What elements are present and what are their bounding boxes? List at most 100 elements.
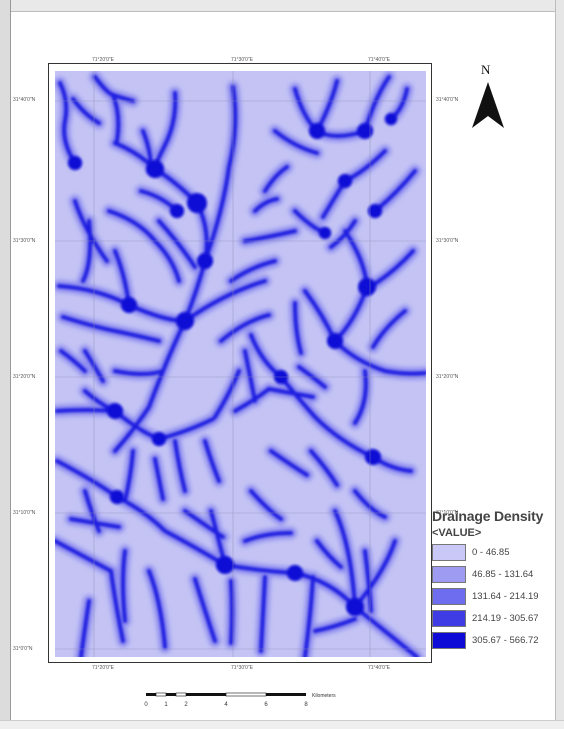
junction-layer: [68, 113, 397, 616]
scale-tick-8: 8: [304, 702, 308, 708]
stream-channel-46: [333, 509, 357, 609]
stream-channel-50: [313, 617, 357, 633]
stream-channel-33: [121, 549, 127, 623]
top-coord-3: 71°40'0"E: [368, 57, 390, 63]
stream-channel-81: [83, 349, 105, 383]
high-density-junction-21: [368, 204, 382, 218]
stream-channel-25: [203, 439, 221, 483]
high-density-junction-22: [319, 227, 331, 239]
stream-channel-82: [59, 349, 87, 373]
stream-channel-43: [259, 575, 267, 653]
high-density-junction-1: [187, 193, 207, 213]
high-density-junction-7: [287, 565, 303, 581]
high-density-junction-11: [338, 174, 352, 188]
stream-channel-8: [183, 85, 238, 323]
stream-channel-15: [61, 315, 161, 343]
stream-channel-67: [267, 387, 315, 399]
left-coord-1: 31°40'0"N: [13, 97, 36, 103]
window-top-edge: [0, 0, 564, 12]
stream-channel-27: [123, 449, 135, 503]
high-density-junction-13: [327, 333, 343, 349]
high-density-junction-17: [68, 156, 82, 170]
high-density-junction-18: [121, 297, 137, 313]
stream-channel-65: [333, 339, 426, 376]
north-arrow-icon: [472, 82, 504, 128]
scale-bar: 0 1 2 4 6 8 Kilometers: [144, 692, 336, 708]
stream-channel-37: [223, 563, 419, 657]
stream-channel-44: [193, 577, 217, 643]
legend-swatch-4: [432, 610, 466, 627]
drainage-density-map: [55, 71, 426, 657]
legend: Drainage Density <VALUE> 0 - 46.85 46.85…: [432, 508, 564, 649]
legend-class-2: 46.85 - 131.64: [432, 566, 564, 583]
scale-tick-4: 4: [224, 702, 228, 708]
stream-channel-13: [73, 199, 109, 263]
stream-channel-75: [269, 449, 309, 477]
stream-channel-74: [353, 369, 368, 425]
legend-title: Drainage Density: [432, 508, 544, 524]
stream-channel-24: [233, 387, 271, 413]
high-density-junction-2: [176, 312, 194, 330]
legend-class-1: 0 - 46.85: [432, 544, 564, 561]
left-coord-3: 31°20'0"N: [13, 374, 36, 380]
high-density-junction-6: [216, 556, 234, 574]
legend-class-4: 214.19 - 305.67: [432, 610, 564, 627]
legend-label-1: 0 - 46.85: [472, 547, 510, 558]
stream-channel-26: [173, 439, 187, 493]
left-coord-4: 31°10'0"N: [13, 510, 36, 516]
stream-channel-45: [303, 575, 315, 657]
stream-channel-48: [363, 549, 373, 613]
stream-channel-23: [213, 369, 241, 419]
high-density-junction-16: [110, 490, 124, 504]
stream-channel-63: [371, 249, 415, 287]
stream-channel-42: [229, 579, 234, 645]
high-density-junction-9: [309, 123, 325, 139]
stream-channel-35: [109, 569, 125, 643]
stream-channel-72: [243, 349, 257, 403]
right-coord-2: 31°30'0"N: [436, 238, 459, 244]
scale-tick-0: 0: [144, 702, 148, 708]
right-coord-1: 31°40'0"N: [436, 97, 459, 103]
legend-class-3: 131.64 - 214.19: [432, 588, 564, 605]
stream-channel-64: [371, 309, 407, 349]
window-right-edge: [555, 0, 564, 729]
stream-channel-79: [253, 197, 279, 213]
legend-subtitle: <VALUE>: [432, 527, 482, 539]
high-density-junction-14: [365, 449, 381, 465]
stream-channel-1: [71, 97, 101, 125]
stream-channel-19: [113, 369, 165, 376]
stream-channel-18: [219, 313, 271, 343]
stream-channel-36: [79, 599, 91, 657]
window-left-edge: [0, 0, 11, 729]
scale-tick-2: 2: [184, 702, 188, 708]
bottom-coord-1: 71°20'0"E: [92, 665, 114, 671]
stream-channel-69: [309, 449, 339, 487]
stream-channel-34: [147, 569, 167, 649]
legend-label-3: 131.64 - 214.19: [472, 591, 539, 602]
stream-channel-31: [55, 539, 113, 573]
stream-channel-12: [81, 219, 93, 283]
stream-channel-10: [157, 219, 197, 269]
stream-channel-28: [153, 457, 165, 501]
stream-channel-0: [58, 81, 77, 165]
scale-tick-6: 6: [264, 702, 268, 708]
stream-channel-17: [183, 279, 267, 323]
legend-swatch-2: [432, 566, 466, 583]
window-bottom-edge: [0, 720, 564, 729]
stream-channel-71: [353, 489, 387, 519]
legend-class-5: 305.67 - 566.72: [432, 632, 564, 649]
left-coord-2: 31°30'0"N: [13, 238, 36, 244]
top-coord-1: 71°20'0"E: [92, 57, 114, 63]
high-density-junction-4: [107, 403, 123, 419]
stream-channel-76: [229, 259, 277, 283]
stream-channel-47: [315, 539, 343, 569]
top-coord-2: 71°30'0"E: [231, 57, 253, 63]
high-density-junction-0: [146, 160, 164, 178]
stream-channel-58: [329, 219, 357, 249]
high-density-junction-10: [357, 123, 373, 139]
legend-label-2: 46.85 - 131.64: [472, 569, 534, 580]
high-density-junction-19: [170, 204, 184, 218]
scale-tick-1: 1: [164, 702, 168, 708]
graticule: [55, 71, 426, 657]
stream-channel-77: [243, 229, 297, 243]
